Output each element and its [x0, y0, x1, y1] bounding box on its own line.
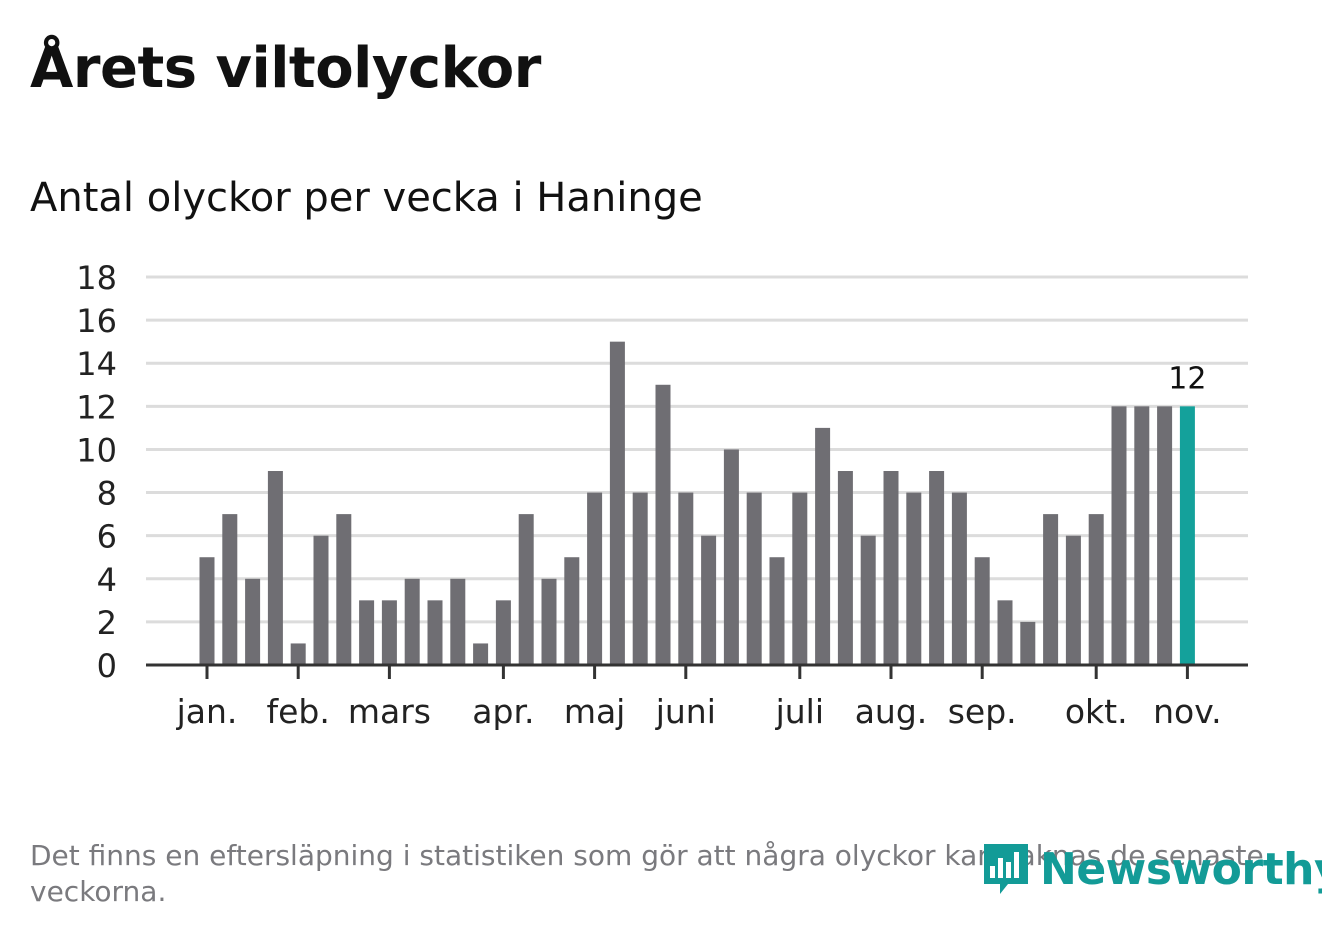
x-tick-label: apr. [472, 692, 534, 731]
bar [655, 384, 671, 665]
x-tick-label: okt. [1065, 692, 1128, 731]
x-tick-label: juni [655, 692, 716, 731]
bar [1134, 406, 1150, 665]
bar [359, 600, 375, 665]
bar [769, 557, 785, 665]
bar [381, 600, 397, 665]
bar [473, 643, 489, 665]
bar [723, 449, 739, 665]
bar [199, 557, 215, 665]
y-tick-label: 0 [97, 647, 117, 685]
chart-title: Årets viltolyckor [30, 36, 541, 101]
y-tick-label: 12 [76, 388, 117, 426]
x-tick-label: nov. [1153, 692, 1222, 731]
bar [1179, 406, 1195, 665]
bar [837, 471, 853, 665]
x-tick-label: aug. [855, 692, 928, 731]
bar [564, 557, 580, 665]
bar [974, 557, 990, 665]
newsworthy-logo: Newsworthy [980, 840, 1322, 898]
bar [1088, 514, 1104, 665]
bar [792, 492, 808, 665]
bar [336, 514, 352, 665]
bar-chart-speech-bubble-icon [984, 844, 1028, 894]
bar [1020, 621, 1036, 665]
bar [632, 492, 648, 665]
bar-value-label: 12 [1168, 361, 1206, 396]
chart-subtitle: Antal olyckor per vecka i Haninge [30, 175, 703, 221]
bar [860, 535, 876, 665]
bar [1157, 406, 1173, 665]
logo-text: Newsworthy [1040, 843, 1322, 895]
y-tick-label: 4 [97, 561, 117, 599]
bar [518, 514, 534, 665]
y-tick-label: 10 [76, 431, 117, 469]
bar [951, 492, 967, 665]
y-tick-label: 8 [97, 475, 117, 513]
bar [450, 578, 466, 665]
x-tick-label: sep. [948, 692, 1017, 731]
bar [815, 427, 831, 665]
bar [404, 578, 420, 665]
x-tick-label: mars [348, 692, 431, 731]
bar [587, 492, 603, 665]
bar [290, 643, 306, 665]
bar [906, 492, 922, 665]
x-tick-label: maj [564, 692, 626, 731]
y-tick-label: 16 [76, 302, 117, 340]
bar [883, 471, 899, 665]
bar [495, 600, 511, 665]
y-tick-label: 2 [97, 604, 117, 642]
bar [1065, 535, 1081, 665]
bar [609, 341, 625, 665]
bar [1111, 406, 1127, 665]
bar [222, 514, 238, 665]
footnote: Det finns en eftersläpning i statistiken… [30, 839, 1264, 908]
x-tick-label: jan. [176, 692, 238, 731]
x-tick-label: feb. [267, 692, 330, 731]
bar [678, 492, 694, 665]
bar [701, 535, 717, 665]
bar-chart: 0 2 4 6 8 10 12 14 16 18 12 jan. feb. mars apr. maj juni… [76, 259, 1248, 731]
bar [245, 578, 261, 665]
bar [746, 492, 762, 665]
bar [997, 600, 1013, 665]
bar [1043, 514, 1059, 665]
bar [313, 535, 329, 665]
bar [267, 471, 283, 665]
x-tick-label: juli [775, 692, 824, 731]
y-tick-label: 14 [76, 345, 117, 383]
bar [929, 471, 945, 665]
y-tick-label: 6 [97, 518, 117, 556]
bar [427, 600, 443, 665]
bar [541, 578, 557, 665]
y-tick-label: 18 [76, 259, 117, 297]
